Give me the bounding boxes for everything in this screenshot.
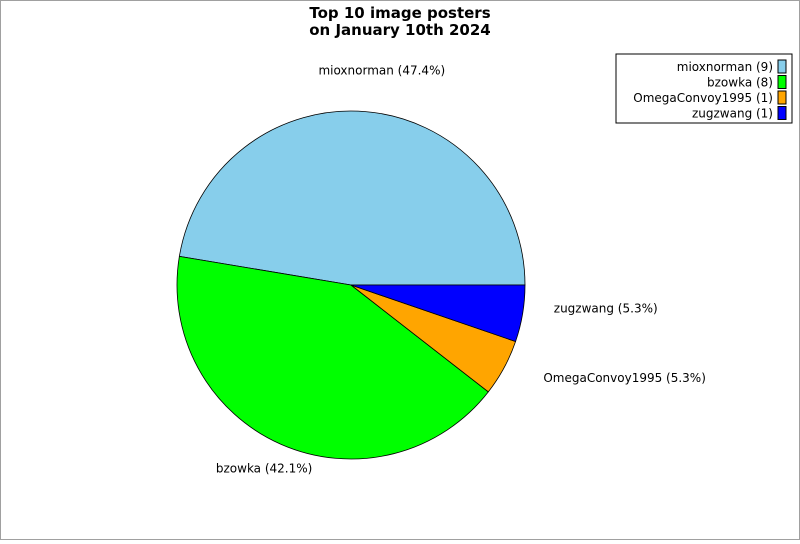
legend-swatch-zugzwang [777,106,787,120]
legend-box [615,53,793,124]
pie-slice-bzowka [176,255,489,460]
legend-label-zugzwang: zugzwang (1) [692,107,773,121]
legend-swatch-bzowka [777,75,787,89]
slice-label-omegaconvoy1995: OmegaConvoy1995 (5.3%) [543,371,706,385]
legend-label-bzowka: bzowka (8) [707,76,773,90]
pie-slice-zugzwang [350,284,526,343]
legend-swatch-omegaconvoy1995 [777,90,787,105]
chart-title-line-1: Top 10 image posters [309,4,490,22]
legend-label-mioxnorman: mioxnorman (9) [677,60,773,74]
legend: mioxnorman (9) bzowka (8)OmegaConvoy1995 … [615,53,793,124]
legend-swatch-mioxnorman [777,59,787,74]
chart-title-line-2: on January 10th 2024 [309,21,490,39]
pie-slices [176,110,526,460]
slice-label-zugzwang: zugzwang (5.3%) [554,302,658,316]
slice-label-mioxnorman: mioxnorman (47.4%) [318,63,445,77]
slice-labels: mioxnorman (47.4%) bzowka (42.1%) OmegaCon… [216,63,706,475]
slice-label-bzowka: bzowka (42.1%) [216,461,312,475]
legend-label-omegaconvoy1995: OmegaConvoy1995 (1) [633,91,773,105]
pie-slice-mioxnorman [178,110,526,286]
